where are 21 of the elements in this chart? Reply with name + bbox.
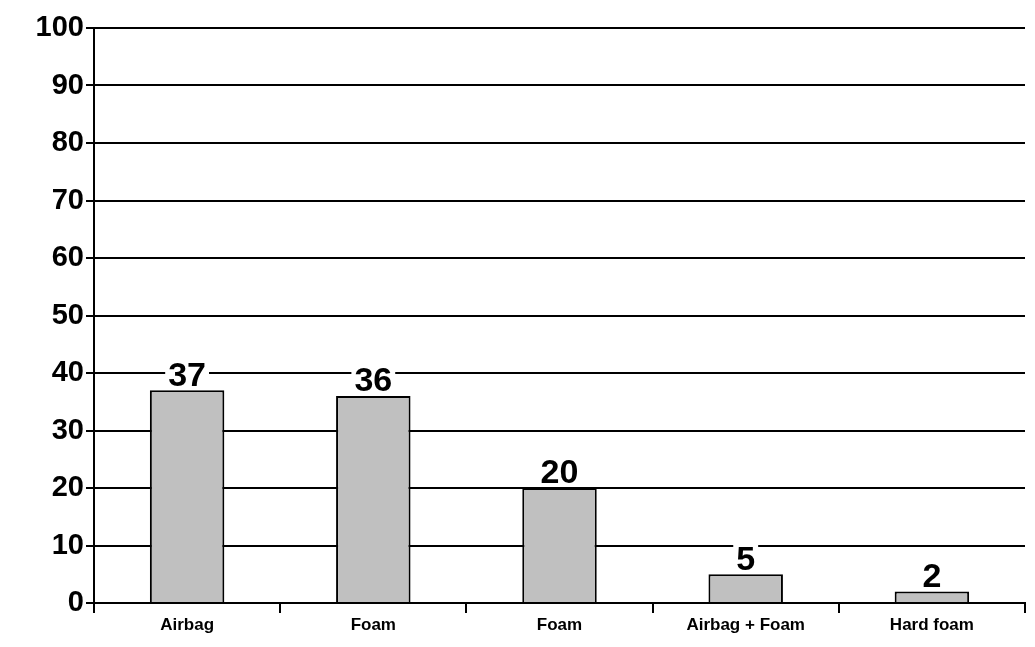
x-tick-label: Foam — [536, 614, 583, 634]
y-tick-label: 90 — [51, 67, 84, 100]
x-tick-label: Hard foam — [889, 614, 974, 634]
x-tick-label: Foam — [350, 614, 396, 634]
y-tick-label: 100 — [35, 10, 84, 42]
y-tick-label: 40 — [51, 355, 84, 387]
data-label: 2 — [922, 555, 942, 594]
y-tick-label: 80 — [51, 125, 84, 157]
y-tick-label: 0 — [67, 585, 84, 617]
y-tick-label: 60 — [51, 240, 84, 272]
data-label: 36 — [354, 360, 393, 399]
data-label: 5 — [736, 538, 756, 577]
data-label: 37 — [168, 354, 207, 393]
y-tick-label: 10 — [51, 527, 84, 560]
data-label: 20 — [540, 452, 579, 491]
y-tick-label: 30 — [51, 412, 84, 445]
x-tick-label: Airbag — [160, 614, 215, 634]
y-tick-label: 20 — [51, 470, 84, 502]
y-tick-label: 50 — [51, 297, 84, 330]
x-tick-label: Airbag + Foam — [686, 614, 805, 634]
y-tick-label: 70 — [51, 182, 84, 215]
